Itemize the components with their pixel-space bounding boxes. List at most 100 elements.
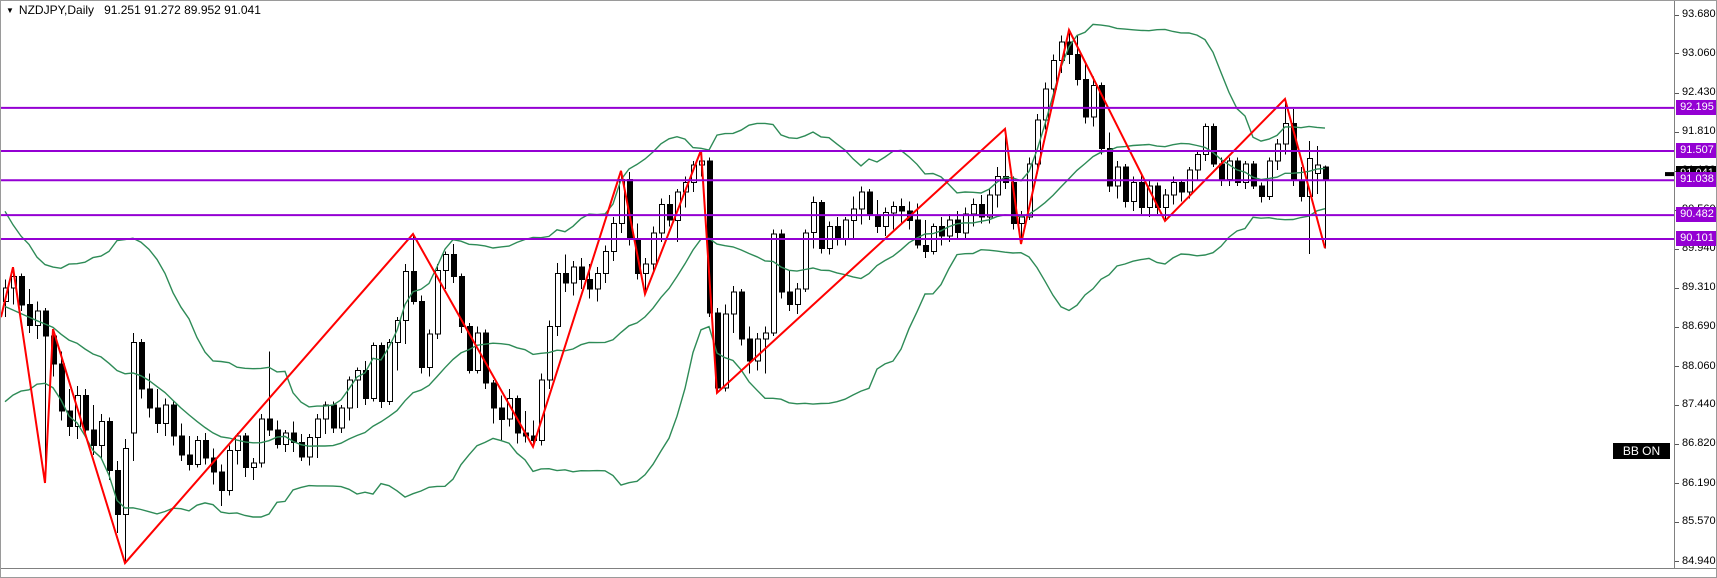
bull-candle [427, 333, 433, 368]
bull-candle [1171, 182, 1177, 196]
price-tick-dash [1675, 15, 1679, 16]
bear-candle [1123, 166, 1129, 203]
level-price-badge: 91.507 [1676, 143, 1716, 158]
bull-candle [995, 175, 1001, 196]
chart-plot-area[interactable] [1, 1, 1674, 568]
price-tick-dash [1675, 132, 1679, 133]
bear-candle [1083, 79, 1089, 118]
bull-candle [347, 379, 353, 409]
horizontal-levels-layer [1, 106, 1674, 240]
bear-candle [955, 219, 961, 234]
bear-candle [179, 435, 185, 456]
chart-title: ▼ NZDJPY,Daily 91.251 91.272 89.952 91.0… [6, 3, 261, 17]
price-axis[interactable]: 93.68093.06092.43091.81091.18090.56089.9… [1674, 1, 1716, 568]
bull-candle [339, 407, 345, 429]
bear-candle [299, 441, 305, 458]
bear-candle [587, 279, 593, 290]
bull-candle [195, 440, 201, 465]
bull-candle [387, 341, 393, 403]
price-tick-dash [1675, 327, 1679, 328]
bear-candle [27, 304, 33, 326]
price-tick-dash [1675, 53, 1679, 54]
level-price-badge: 91.038 [1676, 172, 1716, 187]
bear-candle [1299, 179, 1305, 197]
bull-candle [1019, 216, 1025, 224]
bear-candle [1251, 163, 1257, 187]
bull-candle [323, 404, 329, 420]
level-price-badge: 92.195 [1676, 100, 1716, 115]
bear-candle [779, 233, 785, 293]
bull-candle [795, 288, 801, 306]
bear-candle [1235, 160, 1241, 184]
price-tick-label: 85.570 [1682, 515, 1716, 527]
bull-candle [1195, 154, 1201, 171]
level-price-badge: 90.101 [1676, 231, 1716, 246]
bear-candle [451, 254, 457, 278]
bull-candle [1307, 157, 1313, 198]
bear-candle [483, 332, 489, 384]
price-tick-label: 93.060 [1682, 47, 1716, 59]
bull-candle [947, 219, 953, 237]
bull-candle [403, 271, 409, 321]
bull-candle [723, 313, 729, 389]
bull-candle [1283, 122, 1289, 145]
bear-candle [1075, 53, 1081, 80]
bear-candle [739, 291, 745, 340]
price-tick-dash [1675, 444, 1679, 445]
bull-candle [315, 418, 321, 438]
bull-candle [1203, 125, 1209, 156]
bear-candle [171, 404, 177, 437]
bull-candle [731, 291, 737, 315]
bear-candle [499, 407, 505, 420]
bear-candle [579, 266, 585, 281]
bull-candle [1051, 60, 1057, 90]
bear-candle [219, 471, 225, 492]
bear-candle [1099, 85, 1105, 149]
bear-candle [1211, 125, 1217, 165]
bear-candle [19, 276, 25, 306]
bull-candle [371, 344, 377, 400]
time-axis-strip[interactable] [1, 568, 1716, 577]
bull-candle [843, 219, 849, 240]
candles-layer [3, 30, 1329, 564]
bull-candle [395, 319, 401, 343]
price-tick-label: 93.680 [1682, 8, 1716, 20]
price-tick-dash [1675, 366, 1679, 367]
bull-candle [811, 202, 817, 234]
bear-candle [1107, 147, 1113, 187]
bear-candle [875, 214, 881, 227]
bear-candle [1259, 185, 1265, 197]
bull-candle [755, 338, 761, 362]
bull-candle [603, 251, 609, 274]
bollinger-upper-band [4, 23, 1326, 408]
bull-candle [763, 332, 769, 340]
bollinger-lower-band [4, 208, 1326, 518]
price-tick-label: 88.690 [1682, 320, 1716, 332]
bull-candle [971, 204, 977, 215]
bear-candle [835, 226, 841, 240]
bull-candle [251, 462, 257, 468]
bear-candle [115, 470, 121, 515]
ohlc-readout: 91.251 91.272 89.952 91.041 [104, 3, 261, 17]
bear-candle [667, 204, 673, 221]
price-tick-dash [1675, 561, 1679, 562]
bull-candle [803, 232, 809, 290]
bull-candle [555, 272, 561, 328]
bull-candle [611, 222, 617, 253]
bull-candle [643, 263, 649, 274]
bear-candle [419, 301, 425, 368]
level-price-badge: 90.482 [1676, 207, 1716, 222]
price-tick-dash [1675, 405, 1679, 406]
bear-candle [491, 382, 497, 409]
bear-candle [563, 272, 569, 284]
symbol-dropdown-icon[interactable]: ▼ [6, 5, 14, 15]
bear-candle [139, 341, 145, 390]
bear-candle [1067, 41, 1073, 55]
bull-candle [131, 341, 137, 434]
bull-candle [1163, 194, 1169, 209]
bear-candle [411, 271, 417, 303]
bull-candle [307, 436, 313, 458]
bb-on-badge[interactable]: BB ON [1613, 443, 1670, 459]
bear-candle [899, 206, 905, 212]
bull-candle [443, 254, 449, 271]
